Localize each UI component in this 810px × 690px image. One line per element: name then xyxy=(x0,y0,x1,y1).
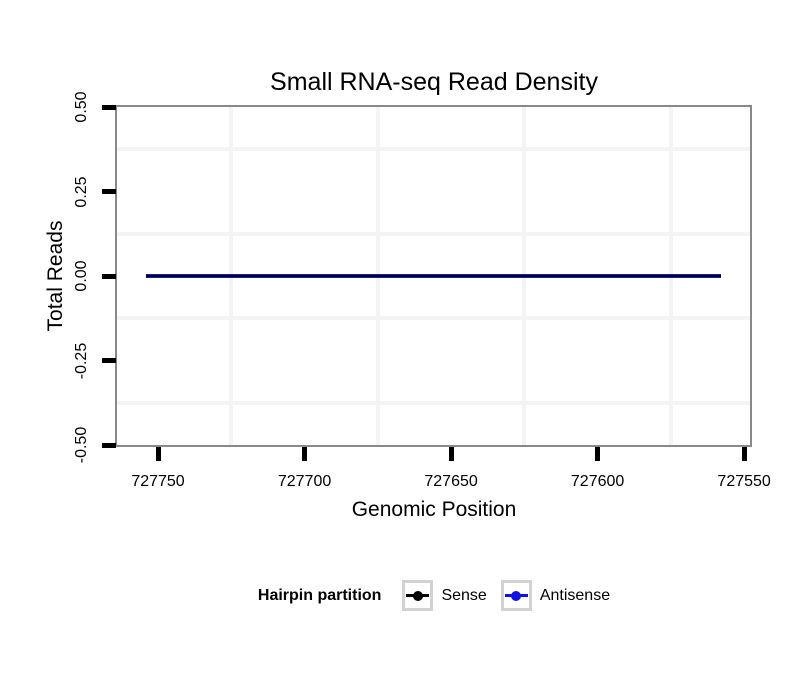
x-axis-tick-label: 727750 xyxy=(131,473,185,490)
y-axis-tick xyxy=(102,273,116,279)
y-axis-tick-label: -0.25 xyxy=(73,342,90,379)
y-axis-tick-label: 0.25 xyxy=(73,175,90,208)
y-axis-tick xyxy=(102,442,116,448)
x-axis-tick xyxy=(155,447,161,461)
legend-title: Hairpin partition xyxy=(257,586,382,604)
y-axis-tick-label: 0.50 xyxy=(73,91,90,123)
legend-key-dot-icon xyxy=(412,590,423,601)
legend-item-sense: Sense xyxy=(402,580,487,611)
minor-gridline-horizontal xyxy=(117,231,750,236)
y-axis-title: Total Reads xyxy=(44,220,67,332)
x-axis-title: Genomic Position xyxy=(351,498,517,521)
plot-panel xyxy=(115,105,752,447)
y-axis-tick-label: 0.00 xyxy=(73,260,90,292)
legend-key-dot-icon xyxy=(511,590,522,601)
y-axis-tick xyxy=(102,189,116,194)
x-axis-tick-label: 727700 xyxy=(277,473,332,490)
x-axis-tick xyxy=(448,447,454,461)
legend-label-antisense: Antisense xyxy=(539,586,611,604)
minor-gridline-horizontal xyxy=(117,316,750,321)
y-axis-tick-label: -0.50 xyxy=(73,426,90,464)
legend: Hairpin partition Sense Antisense xyxy=(117,579,751,612)
x-axis-tick-label: 727550 xyxy=(717,473,771,490)
legend-key-sense xyxy=(402,580,434,611)
x-axis-tick-label: 727650 xyxy=(424,473,478,490)
x-axis-tick xyxy=(302,447,308,461)
legend-item-antisense: Antisense xyxy=(500,580,611,611)
legend-label-sense: Sense xyxy=(441,586,487,604)
x-axis-tick xyxy=(595,447,601,461)
y-axis-tick xyxy=(102,104,116,110)
legend-key-antisense xyxy=(500,580,532,611)
y-axis-tick xyxy=(102,358,116,363)
minor-gridline-horizontal xyxy=(117,147,750,152)
chart-title: Small RNA-seq Read Density xyxy=(270,68,598,96)
x-axis-tick-label: 727600 xyxy=(570,473,625,490)
series-line-sense xyxy=(146,275,721,277)
minor-gridline-horizontal xyxy=(117,400,750,405)
x-axis-tick xyxy=(741,447,747,461)
